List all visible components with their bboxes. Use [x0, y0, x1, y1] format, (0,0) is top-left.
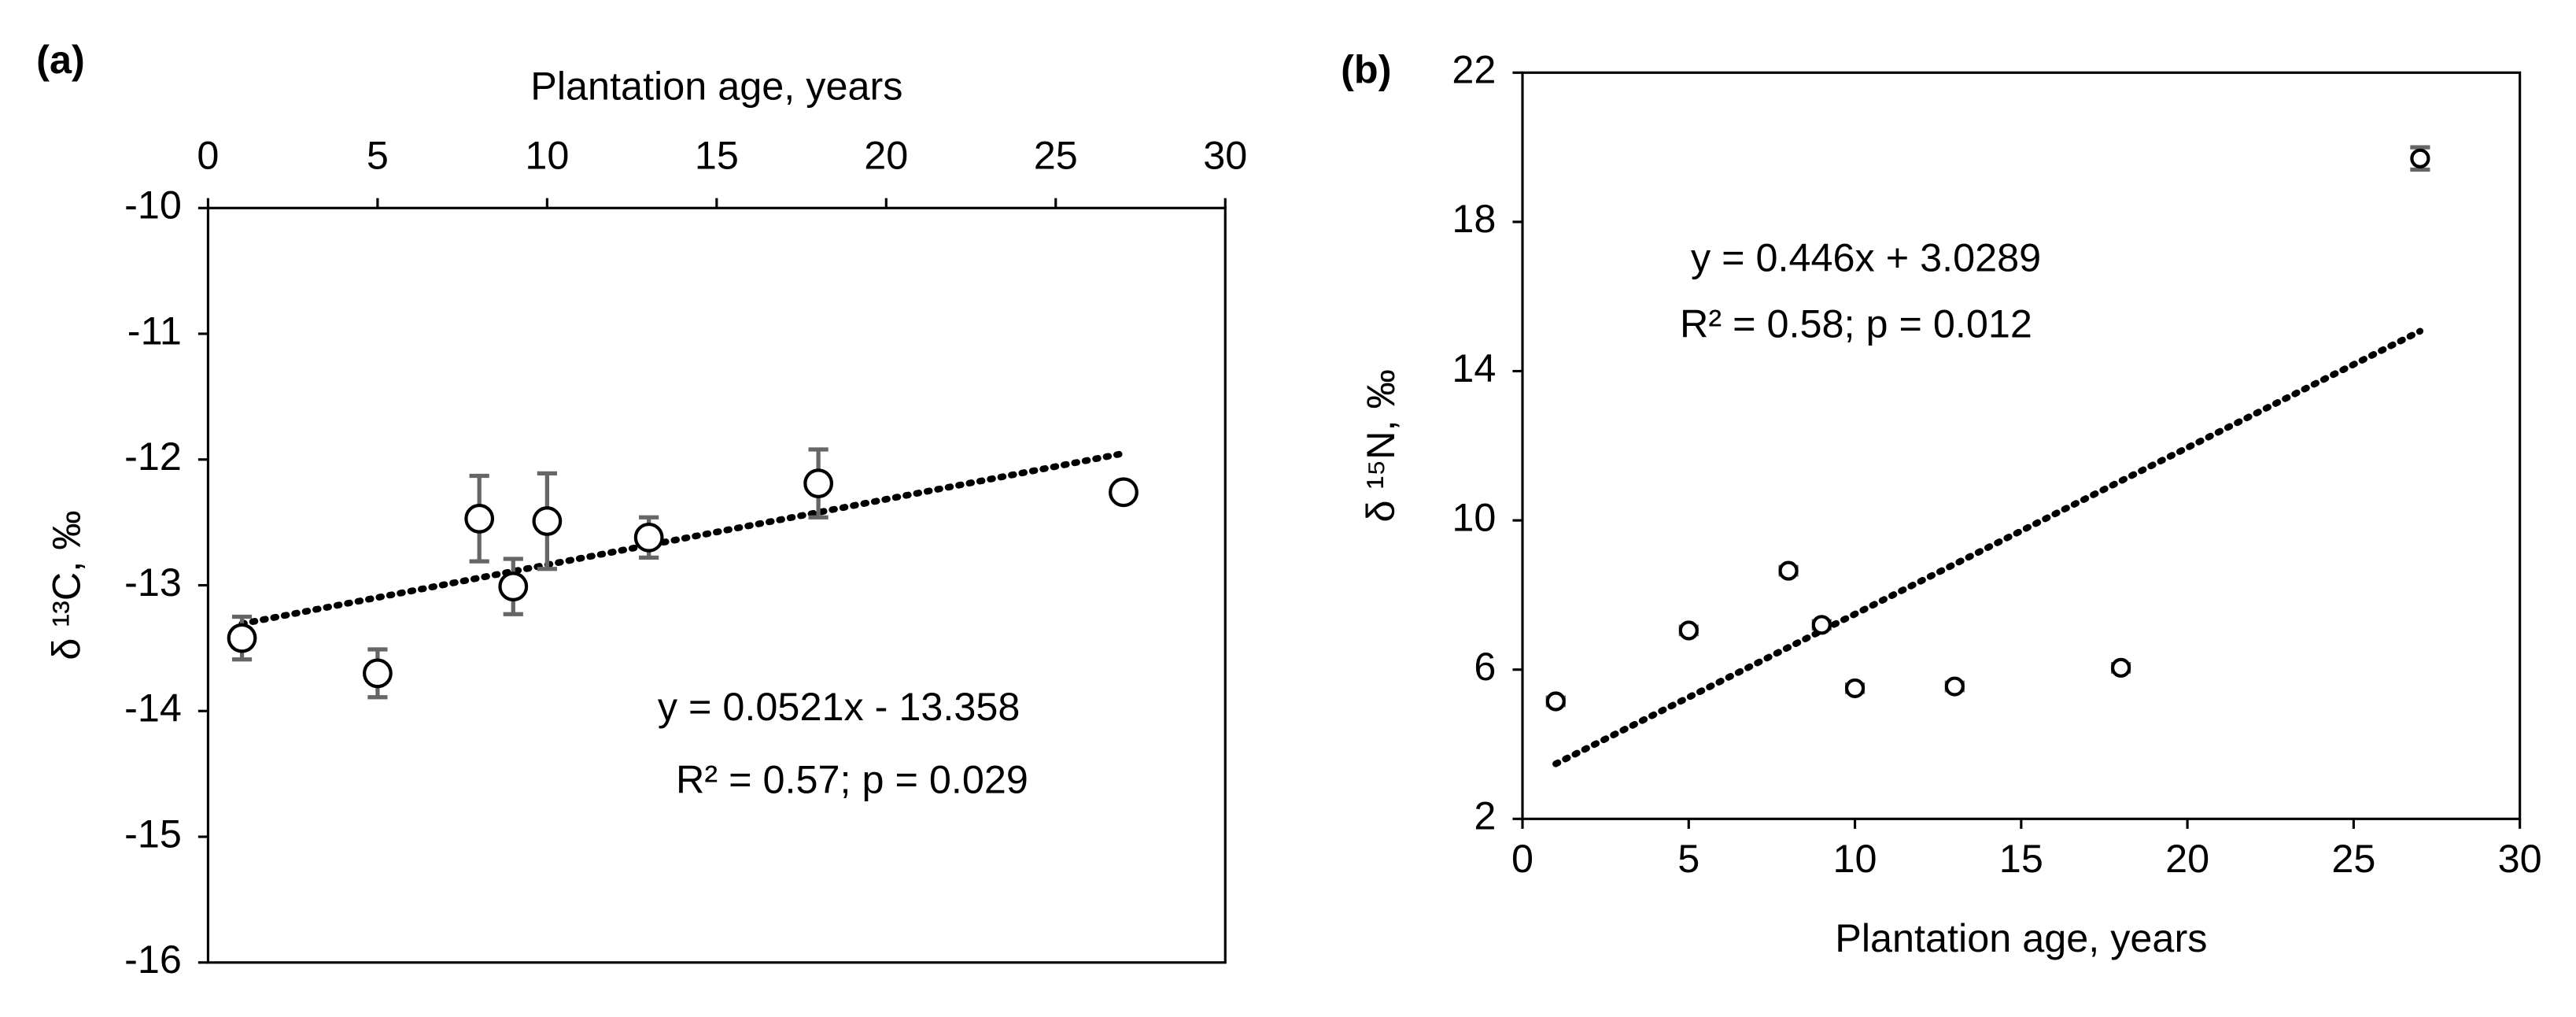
x-axis-title: Plantation age, years	[1835, 915, 2207, 960]
y-tick-label: -11	[127, 308, 182, 353]
plot-frame	[206, 206, 1227, 964]
point	[2410, 148, 2430, 168]
y-tick-label: -12	[124, 434, 182, 479]
y-tick-label: -10	[124, 183, 182, 227]
y-tick-label: -16	[124, 937, 182, 982]
x-tick-label: 30	[1203, 133, 1247, 178]
point	[532, 506, 563, 536]
x-tick-label: 5	[1677, 836, 1699, 881]
panel-label: (a)	[36, 37, 85, 82]
y-tick-label: 22	[1452, 47, 1496, 92]
x-tick-label: 10	[525, 133, 569, 178]
x-tick-label: 0	[1511, 836, 1533, 881]
y-axis-title: δ ¹³C, ‰	[43, 510, 88, 660]
y-tick-label: 14	[1452, 346, 1496, 390]
x-tick-label: 25	[1034, 133, 1078, 178]
y-tick-label: 10	[1452, 494, 1496, 539]
x-tick-label: 0	[197, 133, 219, 178]
x-tick-label: 15	[695, 133, 739, 178]
point	[1844, 678, 1866, 698]
x-tick-label: 30	[2498, 836, 2542, 881]
y-tick-label: 18	[1452, 196, 1496, 241]
x-tick-label: 15	[1999, 836, 2043, 881]
point	[227, 623, 257, 653]
x-axis-title: Plantation age, years	[530, 64, 902, 109]
point	[1811, 615, 1832, 635]
y-tick-label: -14	[124, 686, 182, 730]
plot-frame	[1521, 71, 2522, 820]
x-tick-label: 10	[1833, 836, 1877, 881]
point	[1944, 676, 1965, 697]
x-tick-label: 25	[2331, 836, 2375, 881]
trend-statistics: R² = 0.57; p = 0.029	[676, 756, 1028, 801]
point	[1678, 620, 1699, 641]
point	[2111, 657, 2131, 678]
point	[498, 571, 529, 602]
point	[363, 658, 393, 689]
trend-equation: y = 0.0521x - 13.358	[658, 684, 1020, 729]
point	[803, 468, 834, 499]
x-tick-label: 20	[2165, 836, 2209, 881]
y-axis-title: δ ¹⁵N, ‰	[1358, 369, 1403, 522]
trend-equation: y = 0.446x + 3.0289	[1691, 235, 2041, 280]
y-tick-label: -13	[124, 560, 182, 605]
panel-label: (b)	[1341, 47, 1391, 92]
x-tick-label: 20	[864, 133, 908, 178]
trendline	[1552, 327, 2424, 767]
y-tick-label: 2	[1474, 793, 1496, 838]
point	[464, 503, 495, 534]
y-tick-label: 6	[1474, 644, 1496, 689]
y-tick-label: -15	[124, 811, 182, 856]
point	[633, 522, 664, 553]
point	[1109, 477, 1139, 508]
point	[1545, 691, 1566, 712]
x-tick-label: 5	[367, 133, 389, 178]
point	[1778, 560, 1799, 581]
trendline	[238, 449, 1127, 627]
trend-statistics: R² = 0.58; p = 0.012	[1680, 301, 2032, 346]
